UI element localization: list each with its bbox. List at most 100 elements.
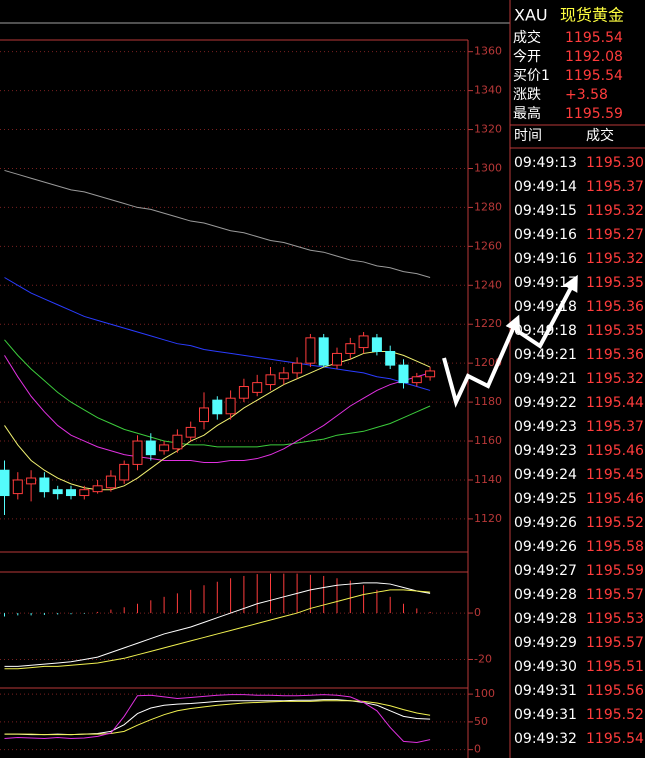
candle-body (92, 485, 103, 493)
quote-label: 涨跌 (513, 87, 541, 103)
y-tick-label: 1260 (474, 239, 502, 252)
tick-price: 1195.35 (586, 275, 644, 291)
tick-time: 09:49:21 (514, 371, 577, 387)
tick-time: 09:49:16 (514, 251, 577, 267)
y-tick-label: 1140 (474, 473, 502, 486)
tick-time: 09:49:27 (514, 563, 577, 579)
quote-value: +3.58 (565, 87, 608, 103)
candle-body (332, 352, 342, 366)
y-tick-label: 1340 (474, 84, 502, 97)
quote-value: 1195.59 (565, 106, 623, 122)
tick-time: 09:49:21 (514, 347, 577, 363)
tick-time: 09:49:22 (514, 395, 577, 411)
tick-time: 09:49:13 (514, 155, 577, 171)
tick-price: 1195.32 (586, 251, 644, 267)
tick-price: 1195.51 (586, 659, 644, 675)
y-tick-label: 1360 (474, 45, 502, 58)
candle-body (292, 362, 303, 374)
indicator-line (4, 589, 431, 670)
tick-price: 1195.35 (586, 323, 644, 339)
y-tick-label: 1300 (474, 161, 502, 174)
tick-price: 1195.52 (586, 515, 644, 531)
tick-time: 09:49:16 (514, 227, 577, 243)
quote-label: 最高 (513, 105, 541, 122)
tick-price: 1195.45 (586, 467, 644, 483)
y-tick-label: 1120 (474, 512, 502, 525)
tick-price: 1195.37 (586, 419, 644, 435)
tick-price: 1195.32 (586, 203, 644, 219)
candle-body (79, 489, 90, 497)
tick-time: 09:49:28 (514, 587, 577, 603)
y-tick-label: 1240 (474, 278, 502, 291)
tick-time: 09:49:23 (514, 443, 577, 459)
candle-body (265, 374, 276, 386)
candle-body (212, 399, 223, 415)
y-tick-label: 1180 (474, 395, 502, 408)
tick-time: 09:49:17 (514, 275, 577, 291)
tick-time: 09:49:30 (514, 659, 577, 675)
candle-body (119, 463, 130, 481)
candle-body (225, 397, 236, 415)
tick-price: 1195.53 (586, 611, 644, 627)
quote-label: 成交 (513, 29, 541, 46)
drawn-arrow (442, 314, 521, 408)
tick-time: 09:49:31 (514, 683, 577, 699)
tick-price: 1195.46 (586, 491, 644, 507)
candle-body (39, 477, 50, 493)
quote-label: 买价1 (513, 68, 550, 84)
indicator-line (4, 582, 431, 667)
tick-price: 1195.57 (586, 587, 644, 603)
table-header: 时间 (514, 128, 542, 144)
candle-body (398, 364, 409, 384)
y-tick-label: 1220 (474, 317, 502, 330)
candle-body (305, 337, 316, 364)
tick-time: 09:49:23 (514, 419, 577, 435)
tick-price: 1195.30 (586, 155, 644, 171)
candle-body (66, 489, 76, 497)
tick-price: 1195.56 (586, 683, 644, 699)
tick-price: 1195.52 (586, 707, 644, 723)
tick-price: 1195.36 (586, 347, 644, 363)
candle-body (318, 337, 329, 366)
tick-time: 09:49:15 (514, 203, 577, 219)
candle-body (105, 475, 116, 489)
candle-body (12, 479, 23, 495)
candle-body (425, 370, 436, 378)
candle-body (199, 407, 209, 423)
tick-time: 09:49:26 (514, 539, 577, 555)
tick-price: 1195.37 (586, 179, 644, 195)
tick-time: 09:49:24 (514, 467, 577, 483)
candle-body (0, 469, 10, 497)
candle-body (358, 335, 369, 349)
indicator-line (4, 350, 431, 491)
candle-body (411, 376, 422, 384)
tick-time: 09:49:31 (514, 707, 577, 723)
quote-value: 1195.54 (565, 68, 623, 84)
candle-body (385, 350, 396, 366)
y-tick-label: 1320 (474, 123, 502, 136)
indicator-line (4, 700, 431, 736)
symbol: XAU (514, 6, 548, 25)
y-tick-label: 1280 (474, 200, 502, 213)
tick-time: 09:49:26 (514, 515, 577, 531)
candle-body (185, 426, 196, 438)
candle-body (371, 337, 382, 352)
indicator-line (4, 355, 431, 463)
tick-price: 1195.32 (586, 371, 644, 387)
quote-value: 1192.08 (565, 49, 623, 65)
drawn-arrow (514, 274, 578, 349)
candle-body (238, 386, 249, 399)
candle-body (26, 477, 37, 485)
tick-price: 1195.44 (586, 395, 644, 411)
candle-body (132, 440, 143, 465)
y-tick-label: 50 (474, 715, 488, 728)
tick-time: 09:49:14 (514, 179, 577, 195)
indicator-line (4, 694, 431, 743)
y-tick-label: 0 (474, 606, 481, 619)
tick-time: 09:49:18 (514, 323, 577, 339)
tick-price: 1195.59 (586, 563, 644, 579)
tick-price: 1195.57 (586, 635, 644, 651)
symbol-name: 现货黄金 (560, 6, 624, 25)
